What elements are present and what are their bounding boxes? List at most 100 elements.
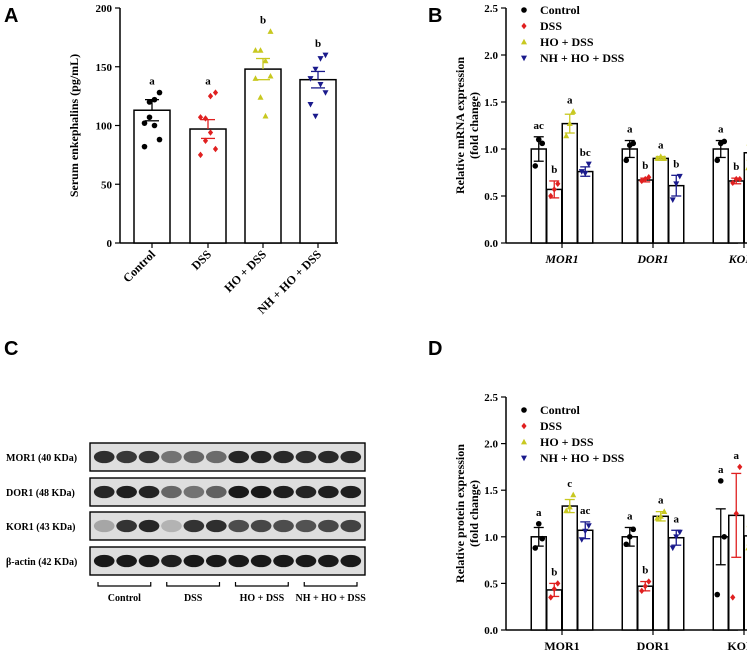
data-point: [267, 28, 274, 34]
data-point: [262, 112, 269, 119]
legend-marker: [521, 38, 527, 45]
bar: [637, 179, 654, 244]
bar: [577, 529, 594, 631]
bar: [530, 148, 547, 244]
y-axis-title: Relative mRNA expression(fold change): [453, 57, 481, 194]
y-tick-label: 0.5: [484, 191, 498, 203]
data-point: [669, 545, 676, 552]
blot-band: [183, 485, 205, 499]
blot-band: [273, 450, 294, 464]
data-point: [661, 155, 668, 161]
data-point: [535, 136, 542, 143]
panel-letter-d: D: [428, 338, 442, 360]
blot-band: [93, 554, 115, 568]
data-point: [673, 534, 680, 540]
data-point: [733, 510, 739, 517]
data-point: [578, 537, 585, 543]
blot-band: [138, 554, 160, 568]
data-point: [578, 169, 585, 175]
legend-label: NH + HO + DSS: [540, 451, 625, 465]
bar: [299, 78, 337, 244]
significance-letter: a: [536, 507, 542, 519]
data-point: [669, 197, 676, 203]
x-category-label: DSS: [189, 247, 215, 273]
significance-letter: b: [673, 158, 679, 170]
y-tick-label: 100: [96, 121, 113, 133]
data-point: [252, 47, 259, 53]
data-point: [585, 523, 592, 529]
bar: [621, 536, 638, 631]
x-category-label: DOR1: [637, 639, 670, 652]
blot-band: [138, 450, 160, 464]
y-tick-label: 0.0: [484, 625, 498, 637]
data-point: [630, 140, 637, 147]
significance-letter: b: [642, 565, 648, 577]
y-tick-label: 0.0: [484, 238, 498, 250]
significance-letter: a: [718, 464, 724, 476]
data-point: [539, 140, 546, 147]
x-category-label: KOR1: [727, 639, 747, 652]
panel-letter-a: A: [4, 5, 18, 27]
blot-band: [183, 554, 205, 568]
blot-band: [340, 519, 362, 533]
bar: [577, 170, 594, 244]
bar: [189, 128, 227, 244]
data-point: [146, 114, 153, 121]
legend-marker: [521, 422, 527, 430]
blot-band: [93, 519, 115, 533]
significance-letter: a: [149, 76, 155, 88]
data-point: [721, 138, 728, 145]
significance-letter: a: [205, 76, 211, 88]
blot-band: [205, 450, 227, 464]
blot-band: [116, 485, 137, 499]
blot-group-label: NH + HO + DSS: [295, 593, 366, 604]
data-point: [535, 520, 542, 527]
data-point: [654, 155, 661, 161]
data-point: [312, 113, 319, 120]
data-point: [563, 132, 570, 139]
significance-letter: a: [718, 124, 724, 136]
y-axis-title-line: Relative mRNA expression: [453, 57, 467, 194]
data-point: [730, 179, 736, 187]
blot-band: [161, 554, 182, 568]
data-point: [551, 186, 557, 193]
data-point: [730, 594, 736, 601]
y-tick-label: 1.0: [484, 532, 498, 544]
significance-letter: b: [733, 161, 739, 173]
data-point: [623, 541, 630, 548]
panel-a-chart: 0 50 100 150 200 Serum enkephalins (pg/mL) a Co…: [67, 3, 338, 317]
data-point: [714, 591, 721, 598]
legend-marker: [521, 55, 527, 62]
y-axis-title: Relative protein expression(fold change): [453, 444, 481, 583]
blot-band: [205, 554, 227, 568]
legend-label: Control: [540, 403, 580, 417]
data-point: [202, 115, 209, 122]
blot-band: [340, 450, 362, 464]
blot-row-label: DOR1 (48 KDa): [6, 488, 75, 499]
y-axis-title-line: Relative protein expression: [453, 444, 467, 583]
legend-marker: [521, 7, 527, 13]
data-point: [151, 122, 158, 129]
data-point: [657, 153, 664, 159]
legend-label: Control: [540, 3, 580, 17]
bar: [133, 109, 171, 244]
x-category-label: MOR1: [544, 639, 579, 652]
y-tick-label: 2.0: [484, 439, 498, 451]
legend-marker: [521, 407, 527, 413]
bar: [561, 505, 578, 631]
x-category-label: MOR1: [544, 252, 578, 266]
data-point: [141, 143, 148, 150]
data-point: [639, 587, 645, 595]
significance-letter: a: [627, 510, 633, 522]
y-tick-label: 1.0: [484, 144, 498, 156]
data-point: [532, 545, 539, 551]
bar: [743, 152, 747, 244]
data-point: [532, 163, 539, 169]
data-point: [733, 175, 739, 183]
data-point: [661, 508, 668, 515]
bar: [743, 535, 747, 631]
group-bracket: [234, 582, 289, 587]
y-tick-label: 150: [96, 62, 113, 74]
significance-letter: ac: [534, 120, 545, 132]
data-point: [657, 513, 664, 519]
